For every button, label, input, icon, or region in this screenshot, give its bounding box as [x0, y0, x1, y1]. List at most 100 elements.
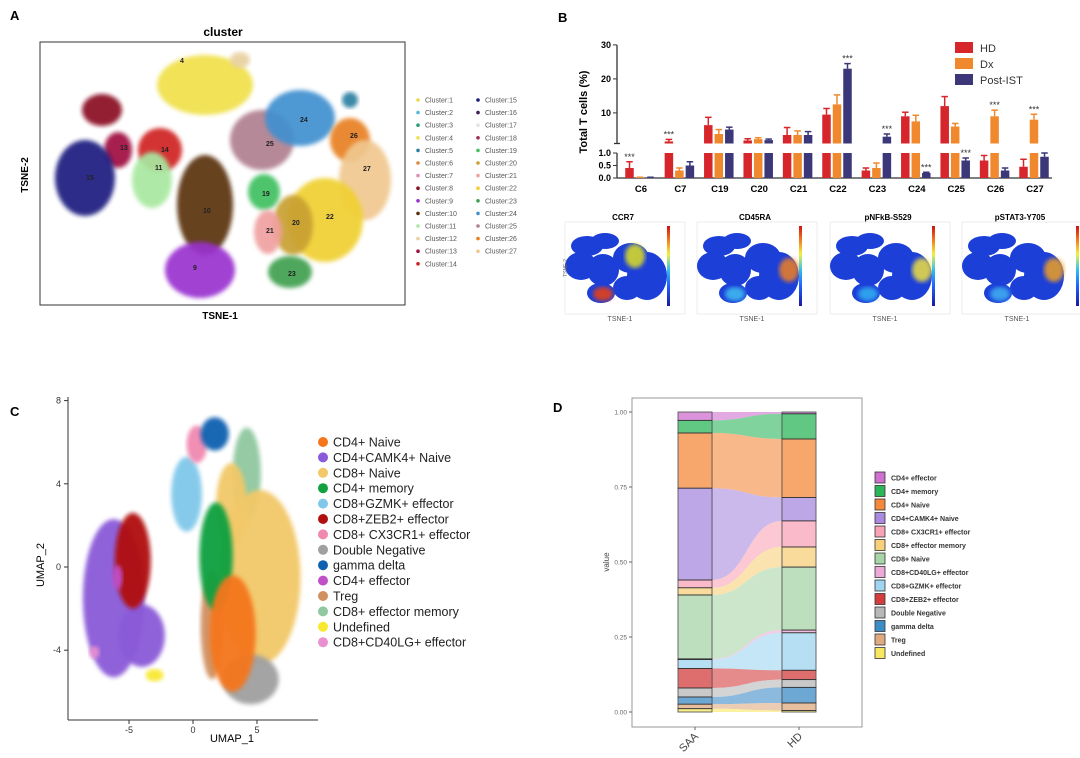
feature-plot-density [613, 276, 641, 300]
legend-label: CD4+CAMK4+ Naive [333, 451, 451, 465]
panel-b-feature-plots: CCR7 TSNE-1 TSNE-2 CD45RA TSNE-1 pNFkB-S529 TS… [563, 213, 1080, 323]
legend-swatch [318, 514, 328, 524]
legend-label: Undefined [333, 620, 390, 634]
feature-plot-x-label: TSNE-1 [1005, 316, 1030, 323]
alluvial-flow [712, 668, 782, 688]
bar-upper-dx-c19 [714, 133, 724, 144]
bar-upper-hd-c22 [822, 114, 831, 144]
bar-hd-c19 [704, 153, 713, 178]
stacked-segment-saa [677, 487, 713, 581]
x-tick-label: 5 [254, 725, 259, 735]
legend-label: Cluster:12 [425, 236, 457, 243]
tsne-cluster-label: 25 [266, 141, 274, 148]
alluvial-flow [712, 412, 782, 421]
legend-swatch [416, 123, 420, 127]
legend-swatch [318, 498, 328, 509]
tsne-cluster-label: 13 [120, 145, 128, 152]
stacked-segment-hd [781, 679, 817, 688]
tsne-cluster-label: 26 [350, 133, 358, 140]
y-tick-label: 1.0 [598, 148, 611, 158]
feature-plot-density [984, 254, 1016, 286]
legend-swatch [476, 98, 480, 102]
bar-upper-dx-c26 [990, 116, 999, 144]
legend-label: Undefined [891, 651, 925, 658]
bar-dx-c26 [990, 153, 999, 178]
legend-label: Treg [891, 638, 906, 645]
y-tick-label: 30 [601, 40, 611, 50]
tsne-clusters [55, 52, 391, 298]
legend-label: Double Negative [333, 543, 425, 557]
legend-swatch [318, 467, 328, 478]
legend-label: CD8+ZEB2+ effector [891, 597, 959, 604]
bar-dx-c21 [793, 153, 802, 178]
tsne-cluster-label: 11 [155, 165, 163, 172]
feature-plot-x-label: TSNE-1 [740, 316, 765, 323]
feature-plot-density [852, 254, 884, 286]
legend-label: CD8+GZMK+ effector [891, 584, 962, 591]
bar-hd-c20 [743, 153, 752, 178]
legend-label: Cluster:9 [425, 198, 453, 205]
alluvial-flow [712, 679, 782, 697]
x-tick-label: 0 [190, 725, 195, 735]
bar-upper-post-ist-c23 [882, 136, 892, 144]
bar-post-ist-c27 [1040, 156, 1049, 178]
bar-dx-c7 [675, 170, 684, 178]
legend-swatch [874, 620, 886, 632]
tsne-cluster-blob [55, 140, 115, 216]
legend-swatch [416, 211, 420, 216]
legend-swatch [476, 110, 480, 115]
stacked-segment-hd [781, 546, 817, 568]
tsne-cluster-label: 19 [262, 191, 270, 198]
tsne-cluster-blob [177, 155, 233, 255]
bar-hd-c26 [979, 160, 989, 178]
tsne-cluster-blob [268, 256, 312, 288]
feature-plot-x-label: TSNE-1 [873, 316, 898, 323]
legend-label: CD8+ CX3CR1+ effector [333, 528, 470, 542]
legend-label: Cluster:10 [425, 211, 457, 218]
stacked-segment-hd [781, 710, 817, 713]
bar-upper-post-ist-c21 [803, 135, 813, 144]
legend-swatch [476, 136, 480, 140]
feature-plot-hotspot [625, 244, 645, 268]
legend-label: Post-IST [980, 75, 1023, 87]
legend-label: Cluster:6 [425, 161, 453, 168]
colorbar [932, 226, 935, 306]
x-tick-label: C7 [674, 184, 686, 195]
legend-label: Double Negative [891, 611, 946, 618]
legend-label: HD [980, 43, 996, 55]
y-tick-label: 0 [56, 562, 61, 572]
legend-label: gamma delta [333, 559, 405, 573]
legend-label: gamma delta [891, 624, 934, 631]
legend-swatch [318, 637, 328, 648]
legend-label: CD8+ effector memory [333, 605, 460, 619]
feature-plot-title: CD45RA [739, 213, 771, 222]
alluvial-flow [712, 520, 782, 588]
stacked-segment-saa [677, 419, 713, 434]
panel-a-tsne: cluster 4 13 14 11 15 10 9 19 25 24 26 27 22 20 21 23 T… [20, 25, 517, 322]
significance-marker: *** [1029, 104, 1040, 114]
legend-swatch [318, 621, 328, 632]
legend-label: Cluster:24 [485, 211, 517, 218]
legend-swatch [874, 593, 886, 605]
alluvial-flow [712, 433, 782, 498]
bar-hd-c23 [861, 170, 871, 178]
alluvial-flow [712, 632, 782, 671]
feature-plot-y-label: TSNE-2 [563, 259, 569, 277]
tsne-cluster-label: 10 [203, 208, 211, 215]
legend-swatch [874, 579, 886, 592]
bar-upper-hd-c21 [782, 135, 792, 144]
y-tick-label: 10 [601, 108, 611, 118]
feature-plot-title: CCR7 [612, 213, 634, 222]
feature-plot-hotspot [725, 287, 745, 301]
legend-swatch [416, 148, 420, 153]
stacked-segment-saa [677, 411, 713, 421]
legend-label: CD4+ memory [333, 482, 415, 496]
bar-post-ist-c24 [922, 173, 931, 178]
y-tick-label: 4 [56, 479, 61, 489]
alluvial-y-label: value [602, 552, 611, 572]
feature-plot-density [591, 233, 619, 249]
y-tick-label: 0.25 [614, 635, 627, 642]
legend-swatch [476, 173, 480, 178]
tsne-cluster-blob [132, 152, 172, 208]
legend-label: Cluster:19 [485, 148, 517, 155]
